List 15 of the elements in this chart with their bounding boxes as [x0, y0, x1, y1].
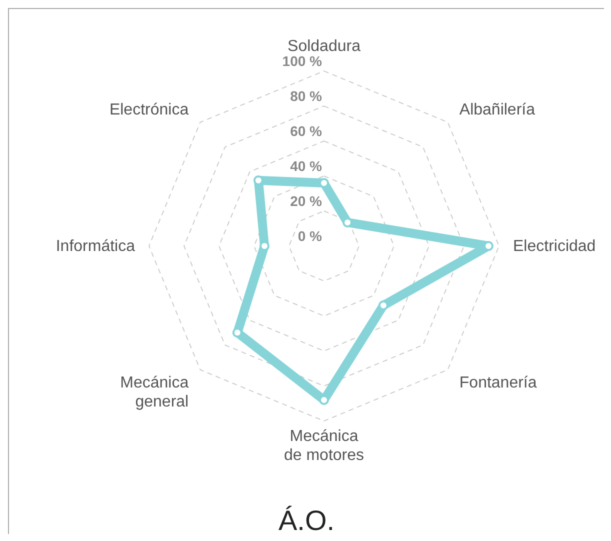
spoke-label: Electricidad	[513, 238, 596, 255]
spoke-label: Soldadura	[288, 38, 361, 55]
y-tick-label: 0 %	[298, 228, 323, 244]
spoke-label: Informática	[56, 238, 136, 255]
spoke-label: Electrónica	[109, 102, 189, 119]
spoke-label: Mecánica general	[120, 374, 189, 410]
y-tick-label: 100 %	[282, 53, 323, 69]
y-tick-label: 20 %	[290, 193, 323, 209]
text: Á.O.	[277, 505, 336, 537]
spoke-label: Albañilería	[459, 102, 536, 119]
y-tick-label: 80 %	[290, 88, 323, 104]
spoke-label: Mecánica de motores	[284, 428, 364, 464]
y-tick-label: 40 %	[290, 158, 323, 174]
y-tick-label: 60 %	[290, 123, 323, 139]
spoke-label: Fontanería	[459, 374, 537, 392]
